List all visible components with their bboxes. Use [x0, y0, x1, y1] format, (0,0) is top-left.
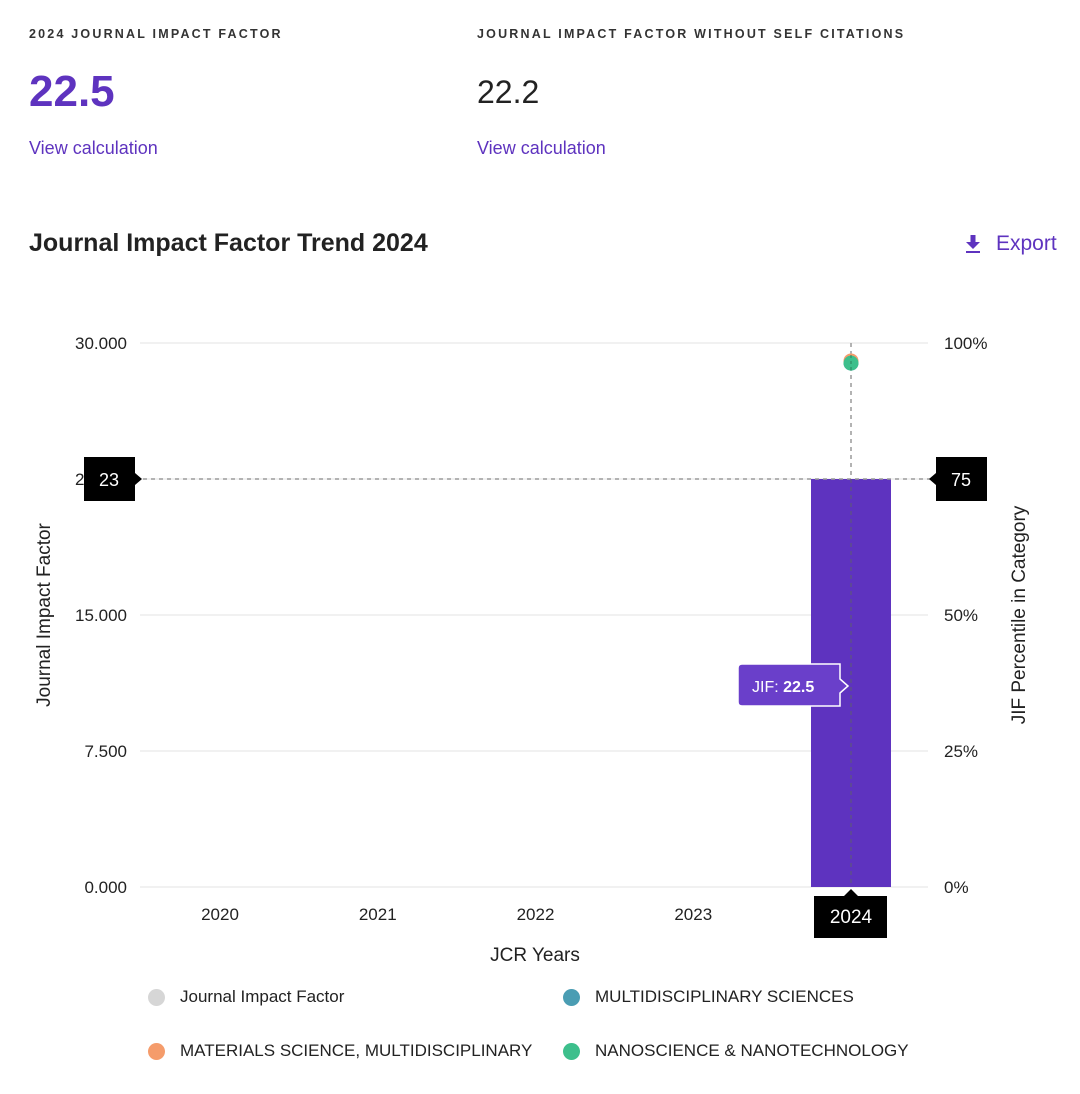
jif-wsc-view-calculation-link[interactable]: View calculation: [477, 138, 606, 158]
jif-wsc-metric-value: 22.2: [477, 74, 540, 110]
crosshair: [135, 343, 936, 887]
legend-label: MATERIALS SCIENCE, MULTIDISCIPLINARY: [180, 1041, 533, 1060]
crosshair-left-label: 23: [99, 470, 119, 490]
legend-dot-icon: [563, 1042, 580, 1060]
x-axis-ticks: 2020 2021 2022 2023: [201, 905, 712, 924]
jif-tooltip-value: 22.5: [783, 679, 814, 696]
legend-dot-icon: [148, 1042, 165, 1060]
legend-item[interactable]: Journal Impact Factor: [148, 987, 344, 1007]
legend-dot-icon: [563, 988, 580, 1006]
legend-label: Journal Impact Factor: [180, 987, 345, 1006]
y2-tick-label: 0%: [944, 878, 969, 897]
y2-axis-title: JIF Percentile in Category: [1009, 505, 1030, 724]
x-tick-label: 2022: [517, 905, 555, 924]
y-axis-title: Journal Impact Factor: [34, 522, 55, 706]
x-tick-label: 2020: [201, 905, 239, 924]
export-button[interactable]: Export: [964, 232, 1057, 256]
crosshair-right-label: 75: [951, 470, 971, 490]
crosshair-x-label-box: [814, 889, 887, 938]
crosshair-x-label: 2024: [830, 907, 873, 928]
export-label: Export: [996, 232, 1057, 255]
legend-item[interactable]: NANOSCIENCE & NANOTECHNOLOGY: [563, 1041, 909, 1061]
jif-metric-value: 22.5: [29, 67, 115, 116]
legend-item[interactable]: MATERIALS SCIENCE, MULTIDISCIPLINARY: [148, 1041, 532, 1061]
gridlines: [140, 342, 928, 888]
legend-label: MULTIDISCIPLINARY SCIENCES: [595, 987, 854, 1006]
jif-tooltip-prefix: JIF:: [752, 679, 783, 696]
y-tick-label: 15.000: [75, 606, 127, 625]
x-axis-title: JCR Years: [490, 945, 580, 966]
x-tick-label: 2023: [674, 905, 712, 924]
jif-tooltip-box: [737, 663, 850, 707]
y-tick-label: 7.500: [84, 742, 127, 761]
percentile-points: [843, 353, 859, 372]
legend-item[interactable]: MULTIDISCIPLINARY SCIENCES: [563, 987, 854, 1007]
jif-metric-label: 2024 JOURNAL IMPACT FACTOR: [29, 27, 283, 41]
y2-axis-ticks: 0%25%50%75%100%: [944, 334, 987, 897]
jif-tooltip-text: JIF: 22.5: [752, 679, 814, 696]
crosshair-left-label-box: [84, 457, 142, 501]
section-title: Journal Impact Factor Trend 2024: [29, 229, 428, 257]
annotations: 23 75 2024 JIF: 22.5: [84, 457, 987, 938]
y-tick-label: 0.000: [84, 878, 127, 897]
y2-tick-label: 50%: [944, 606, 978, 625]
y2-tick-label: 100%: [944, 334, 987, 353]
download-icon: [964, 234, 982, 254]
y-tick-label: 30.000: [75, 334, 127, 353]
y2-tick-label: 25%: [944, 742, 978, 761]
crosshair-right-label-box: [929, 457, 987, 501]
legend-dot-icon: [148, 988, 165, 1006]
x-tick-label: 2021: [359, 905, 397, 924]
jif-wsc-metric-label: JOURNAL IMPACT FACTOR WITHOUT SELF CITAT…: [477, 27, 906, 41]
jif-view-calculation-link[interactable]: View calculation: [29, 138, 158, 158]
legend-label: NANOSCIENCE & NANOTECHNOLOGY: [595, 1041, 909, 1060]
